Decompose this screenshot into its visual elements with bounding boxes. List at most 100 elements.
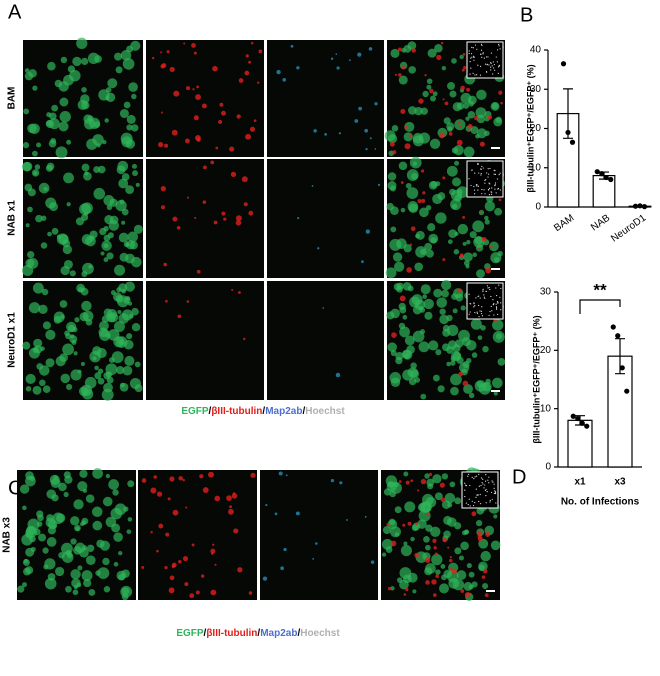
cell (113, 52, 123, 61)
nucleus (494, 182, 497, 184)
data-point (632, 203, 639, 209)
cell (106, 376, 114, 384)
cell (47, 231, 52, 237)
cell (500, 101, 503, 105)
cell (417, 519, 427, 529)
cell (454, 160, 460, 166)
cell (45, 358, 55, 368)
nucleus (489, 501, 491, 503)
nucleus (487, 287, 489, 289)
cell (92, 356, 97, 361)
cell (311, 185, 314, 187)
cell (228, 508, 234, 515)
cell (425, 544, 431, 551)
cell (479, 141, 485, 147)
cell (442, 537, 447, 543)
nucleus (486, 285, 488, 287)
nucleus (467, 475, 469, 477)
cell (457, 121, 461, 125)
nucleus (500, 309, 502, 311)
cell (398, 73, 402, 77)
nucleus (498, 45, 500, 47)
cell (48, 118, 60, 130)
cell (150, 487, 157, 494)
cell (86, 544, 95, 553)
micrograph (146, 281, 264, 400)
cell (315, 542, 318, 545)
cell (339, 481, 343, 485)
nucleus (480, 477, 483, 479)
cell (482, 345, 489, 353)
cell (65, 585, 72, 593)
cell (24, 183, 33, 192)
cell (330, 57, 334, 60)
cell (374, 102, 378, 106)
nucleus (479, 503, 482, 505)
cell (470, 318, 482, 330)
cell (172, 509, 179, 516)
cell (492, 377, 503, 389)
cell (336, 66, 340, 70)
data-point (569, 139, 576, 145)
y-tick-label: 40 (530, 45, 542, 56)
nucleus (496, 294, 498, 297)
cell (405, 587, 409, 592)
cell (126, 333, 133, 340)
cell (357, 52, 362, 57)
nucleus (491, 193, 493, 195)
cell (73, 351, 78, 356)
stain-name: Map2ab (260, 628, 297, 639)
cell (437, 385, 445, 393)
cell (405, 480, 410, 485)
cell (77, 481, 88, 492)
cell (369, 137, 372, 140)
nucleus (475, 496, 477, 499)
cell (451, 58, 457, 64)
cell (230, 171, 237, 178)
cell (432, 374, 440, 382)
cell (56, 233, 69, 245)
cell (59, 111, 71, 123)
cell (226, 495, 232, 502)
cell (394, 73, 397, 76)
micrographs (17, 37, 506, 601)
cell (126, 114, 136, 124)
cell (189, 593, 195, 599)
cell (92, 468, 103, 479)
cell (165, 532, 170, 537)
cell (103, 586, 111, 593)
cell (134, 361, 141, 368)
cell (442, 98, 445, 101)
cell (450, 351, 462, 362)
cell (75, 217, 85, 226)
nucleus (497, 49, 499, 51)
nucleus (475, 297, 477, 299)
cell (45, 164, 54, 172)
cell (482, 568, 488, 574)
cell (63, 491, 69, 498)
cell (67, 324, 76, 333)
cell (460, 305, 466, 311)
cell (417, 198, 422, 204)
nucleus (495, 303, 497, 305)
nucleus (473, 185, 475, 188)
separator: / (297, 628, 300, 639)
cell (81, 202, 93, 214)
cell (82, 545, 88, 551)
cell (485, 378, 491, 385)
y-tick-label: 0 (545, 462, 551, 473)
nucleus (484, 63, 487, 65)
cell (408, 66, 416, 74)
nucleus (481, 306, 483, 308)
nucleus (482, 478, 484, 480)
cell (451, 147, 459, 154)
micrograph (146, 40, 264, 157)
cell (100, 251, 105, 256)
cell (262, 576, 268, 581)
cell (25, 373, 36, 385)
cell (69, 69, 81, 82)
cell (442, 258, 446, 262)
cell (468, 129, 471, 132)
cell (191, 543, 195, 547)
data-point (637, 203, 643, 209)
